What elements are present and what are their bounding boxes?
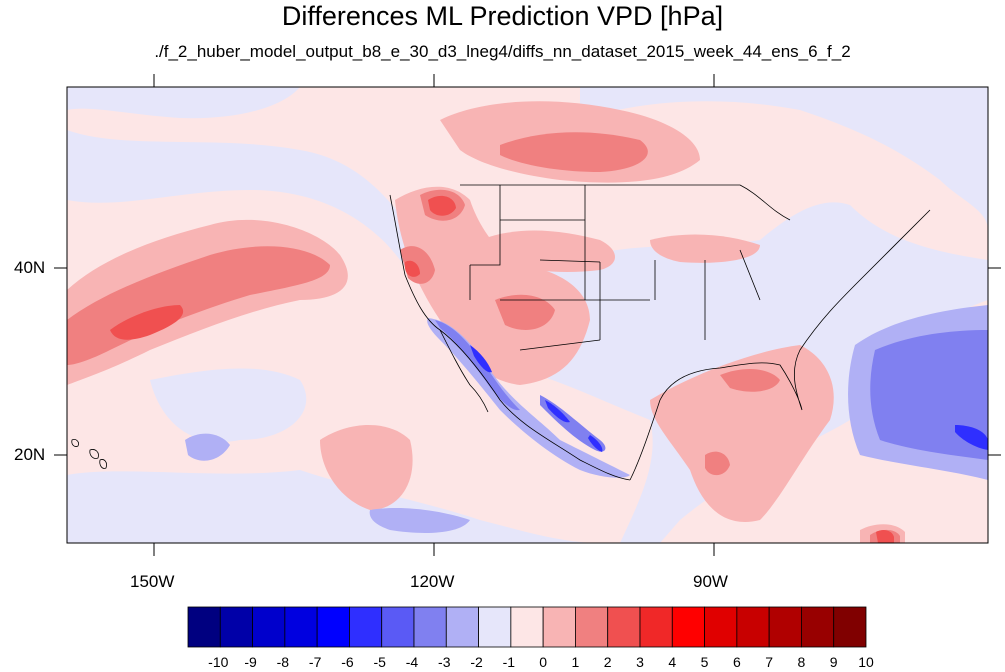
colorbar-label: -5 (373, 654, 386, 670)
colorbar-label: -6 (341, 654, 354, 670)
colorbar-swatch (768, 606, 802, 648)
colorbar-swatch (607, 606, 641, 648)
map-title: Differences ML Prediction VPD [hPa] (281, 1, 724, 31)
colorbar-label: 3 (636, 654, 644, 670)
colorbar-label: 6 (732, 654, 741, 670)
colorbar-label: 9 (829, 654, 838, 670)
colorbar (187, 606, 867, 648)
colorbar-label: -8 (276, 654, 290, 670)
field-blue-band-dark (470, 345, 988, 452)
colorbar-swatch (801, 606, 835, 648)
colorbar-label: 2 (603, 654, 612, 670)
colorbar-swatch (219, 606, 253, 648)
colorbar-label: -9 (244, 654, 257, 670)
colorbar-swatch (381, 606, 415, 648)
map-frame (66, 86, 989, 544)
colorbar-swatch (284, 606, 318, 648)
colorbar-label: 5 (700, 654, 709, 670)
colorbar-label: -4 (405, 654, 419, 670)
colorbar-label: 4 (668, 654, 677, 670)
colorbar-swatch (349, 606, 383, 648)
colorbar-label: -7 (308, 654, 322, 670)
colorbar-swatch (510, 606, 544, 648)
colorbar-label: -2 (470, 654, 483, 670)
colorbar-swatch (478, 606, 512, 648)
colorbar-swatch (575, 606, 609, 648)
colorbar-swatch (671, 606, 705, 648)
hawaii-islands (71, 439, 107, 469)
colorbar-label: -10 (208, 654, 229, 670)
colorbar-swatch (542, 606, 576, 648)
colorbar-label: -1 (502, 654, 516, 670)
colorbar-swatch (187, 606, 221, 648)
map-subtitle: ./f_2_huber_model_output_b8_e_30_d3_lneg… (154, 42, 851, 61)
lat-label-20n: 20N (14, 445, 46, 464)
lat-label-40n: 40N (14, 258, 46, 277)
colorbar-label: 10 (858, 654, 874, 670)
colorbar-label: 7 (765, 654, 774, 670)
lon-label-150w: 150W (130, 572, 175, 591)
colorbar-label: 8 (797, 654, 806, 670)
colorbar-swatch (316, 606, 350, 648)
colorbar-label: 0 (539, 654, 548, 670)
data-field (67, 87, 988, 543)
colorbar-label: 1 (571, 654, 580, 670)
colorbar-swatch (704, 606, 738, 648)
colorbar-label: -3 (438, 654, 451, 670)
lon-label-90w: 90W (693, 572, 728, 591)
colorbar-swatch (252, 606, 286, 648)
field-dark-red-areas (110, 195, 894, 543)
colorbar-swatch (736, 606, 770, 648)
lon-label-120w: 120W (410, 572, 455, 591)
colorbar-swatch (833, 606, 867, 648)
colorbar-swatch (445, 606, 479, 648)
colorbar-swatch (639, 606, 673, 648)
colorbar-swatch (413, 606, 447, 648)
axis-ticks (54, 74, 1001, 556)
coastlines (389, 184, 931, 481)
